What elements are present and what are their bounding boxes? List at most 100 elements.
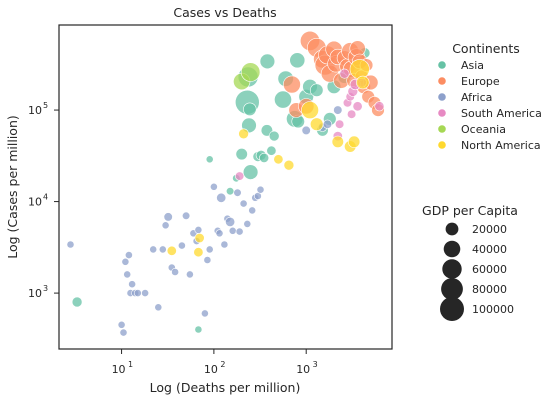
legend-label-north-america: North America	[461, 139, 541, 152]
legend-marker-asia	[438, 61, 446, 69]
data-point-africa	[178, 242, 185, 249]
data-point-asia	[243, 165, 258, 180]
size-legend-label: 100000	[472, 303, 514, 316]
size-legend-marker	[441, 278, 463, 300]
data-point-north-america	[274, 155, 283, 164]
data-point-africa	[204, 256, 211, 263]
data-point-africa	[155, 304, 162, 311]
gdp-legend-title: GDP per Capita	[422, 203, 518, 218]
legend-label-africa: Africa	[461, 91, 492, 104]
data-point-africa	[236, 228, 243, 235]
data-point-africa	[206, 246, 213, 253]
size-legend-label: 60000	[472, 263, 507, 276]
y-tick-exponent: 5	[43, 101, 48, 110]
data-point-asia	[206, 156, 213, 163]
data-point-africa	[210, 183, 217, 190]
data-point-africa	[118, 321, 125, 328]
data-point-africa	[302, 126, 311, 135]
y-tick-exponent: 3	[43, 284, 48, 293]
data-point-africa	[225, 217, 234, 226]
data-point-asia	[259, 153, 268, 162]
x-axis-label: Log (Deaths per million)	[150, 380, 301, 395]
data-point-asia	[226, 187, 234, 195]
data-point-asia	[236, 148, 248, 160]
data-point-north-america	[310, 118, 323, 131]
data-point-africa	[240, 200, 247, 207]
data-point-africa	[122, 258, 129, 265]
data-point-africa	[334, 106, 343, 115]
size-legend-marker	[444, 241, 461, 258]
y-tick-exponent: 4	[43, 193, 48, 202]
legend-marker-north-america	[438, 141, 446, 149]
data-point-africa	[142, 290, 149, 297]
data-point-north-america	[301, 102, 318, 119]
y-tick-label: 10	[28, 104, 42, 117]
data-point-north-america	[348, 136, 360, 148]
data-point-africa	[150, 246, 157, 253]
x-tick-label: 10	[204, 363, 218, 376]
legend-label-asia: Asia	[461, 59, 484, 72]
size-legend-label: 40000	[472, 243, 507, 256]
x-tick-exponent: 3	[313, 360, 318, 369]
data-point-asia	[260, 54, 275, 69]
data-point-africa	[164, 213, 173, 222]
legend-marker-oceania	[438, 125, 446, 133]
data-point-asia	[195, 326, 202, 333]
data-point-africa	[244, 220, 251, 227]
data-point-europe	[350, 41, 366, 57]
y-axis-label: Log (Cases per million)	[5, 115, 20, 259]
legend-label-south-america: South America	[461, 107, 542, 120]
data-point-africa	[159, 246, 166, 253]
data-point-africa	[186, 271, 193, 278]
chart-title: Cases vs Deaths	[173, 5, 276, 20]
data-point-north-america	[239, 129, 249, 139]
data-point-south-america	[347, 110, 356, 119]
data-point-africa	[234, 189, 242, 197]
legend-label-europe: Europe	[461, 75, 500, 88]
data-point-africa	[217, 193, 226, 202]
data-point-africa	[195, 226, 202, 233]
data-point-south-america	[340, 69, 349, 78]
data-point-north-america	[350, 59, 369, 78]
x-tick-exponent: 1	[128, 360, 133, 369]
data-point-africa	[249, 207, 256, 214]
data-point-asia	[72, 297, 82, 307]
legend-marker-south-america	[438, 109, 446, 117]
data-point-africa	[67, 241, 74, 248]
data-point-north-america	[356, 76, 369, 89]
data-point-europe	[283, 76, 300, 93]
size-legend-label: 80000	[472, 283, 507, 296]
data-point-asia	[267, 146, 276, 155]
data-point-north-america	[332, 136, 344, 148]
x-tick-label: 10	[112, 363, 126, 376]
size-legend-label: 20000	[472, 223, 507, 236]
data-point-south-america	[335, 120, 344, 129]
data-point-north-america	[167, 246, 176, 255]
data-point-south-america	[235, 172, 244, 181]
data-point-south-america	[375, 102, 384, 111]
size-legend-marker	[442, 259, 461, 278]
data-point-africa	[162, 222, 169, 229]
x-tick-exponent: 2	[220, 360, 225, 369]
data-point-africa	[229, 227, 236, 234]
data-point-south-america	[353, 102, 362, 111]
data-point-africa	[124, 271, 131, 278]
data-point-africa	[182, 212, 190, 220]
legend-marker-africa	[438, 93, 446, 101]
data-point-asia	[269, 131, 279, 141]
legend-label-oceania: Oceania	[461, 123, 506, 136]
data-point-africa	[257, 186, 264, 193]
data-point-asia	[243, 103, 256, 116]
data-point-asia	[274, 91, 291, 108]
legend-marker-europe	[438, 77, 446, 85]
data-point-africa	[120, 329, 127, 336]
data-point-africa	[172, 268, 179, 275]
data-point-north-america	[195, 233, 204, 242]
data-point-north-america	[284, 160, 294, 170]
data-point-africa	[129, 281, 136, 288]
data-point-africa	[221, 241, 228, 248]
data-point-africa	[201, 310, 208, 317]
data-point-africa	[125, 252, 132, 259]
